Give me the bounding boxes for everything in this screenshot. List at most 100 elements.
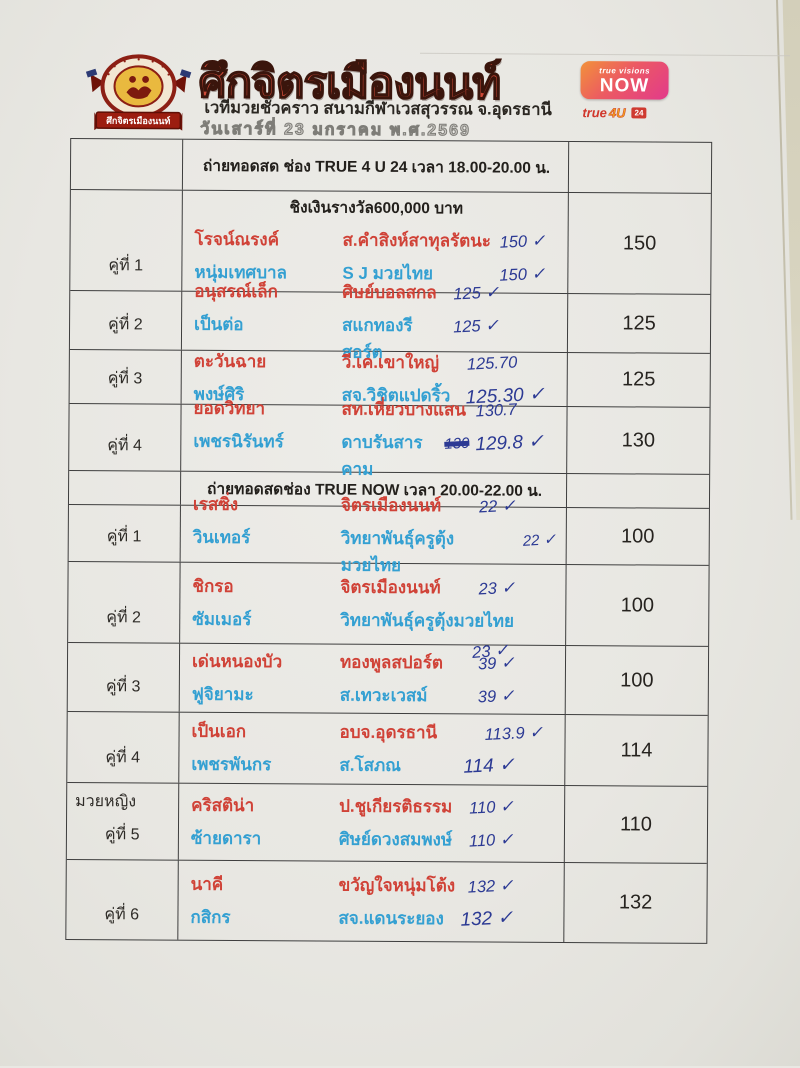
fighter-name: อนุสรณ์เล็ก [194,281,278,301]
pair-label: คู่ที่ 5 [104,826,140,844]
fighter-camp: ศิษย์บอลสกล [342,282,437,302]
handwritten-weight: 110 ✓ [468,830,515,851]
weight-value: 150 [622,231,657,255]
red-corner-line: อนุสรณ์เล็ก ศิษย์บอลสกล 125 ✓ [194,277,557,306]
struck-weight: 130 [444,434,470,453]
fighter-camp: จิตรเมืองนนท์ [340,577,441,598]
blue-corner-line: ซ้ายดารา ศิษย์ดวงสมพงษ์ 110 ✓ [191,825,554,854]
handwritten-weight: 132 ✓ [467,876,515,897]
pair-label: คู่ที่ 1 [106,528,142,546]
fighter-name: กสิกร [190,907,231,927]
fight-card-table: ถ่ายทอดสด ช่อง TRUE 4 U 24 เวลา 18.00-20… [65,137,713,944]
fighter-camp: สท.เหี่ยวบางแสน [341,399,467,419]
pair-label: คู่ที่ 1 [108,257,144,275]
fighter-camp: ป.ชูเกียรติธรรม [339,796,453,817]
handwritten-weight: 110 ✓ [469,797,515,818]
red-corner-line: ยอดวิทยา สท.เหี่ยวบางแสน 130.7 [193,394,556,423]
blue-corner-line: เพชรพันกร ส.โสภณ 114 ✓ [191,751,554,780]
weight-value: 100 [621,524,655,548]
fighter-camp: อบจ.อุดรธานี [339,722,438,743]
handwritten-weight: 23 ✓ [478,578,516,599]
prize-text: ชิงเงินรางวัล600,000 บาท [289,198,464,217]
fighter-name: ชิกรอ [192,576,234,596]
broadcast1-text: ถ่ายทอดสด ช่อง TRUE 4 U 24 เวลา 18.00-20… [202,157,551,177]
fight-row-10: คู่ที่ 6 นาคี ขวัญใจหนุ่มโต้ง 132 ✓ กสิก… [66,859,706,943]
fighter-camp: ศิษย์ดวงสมพงษ์ [338,829,453,850]
handwritten-weight: 22 ✓ [521,530,557,550]
handwritten-weight: 132 ✓ [460,906,514,931]
handwritten-weight: 22 ✓ [478,496,517,516]
truevisions-label: true visions [599,66,651,76]
fighter-camp: ส.เทวะเวสม์ [339,685,428,706]
fight-row-4: คู่ที่ 4 ยอดวิทยา สท.เหี่ยวบางแสน 130.7 … [69,398,710,478]
red-corner-line: นาคี ขวัญใจหนุ่มโต้ง 132 ✓ [191,870,554,899]
fighter-camp: ขวัญใจหนุ่มโต้ง [338,875,456,895]
weight-value: 100 [620,593,655,617]
handwritten-weight: 23 ✓ [471,641,510,663]
fighter-name: เรสซิ่ง [192,494,239,514]
truevisions-now-logo: true visions NOW [580,61,669,100]
pair-label: คู่ที่ 4 [105,749,141,767]
fighter-camp: ทองพูลสปอร์ต [339,652,443,673]
true4u-true-label: true [582,105,607,121]
blue-corner-line: ฟูจิยามะ ส.เทวะเวสม์ 39 ✓ [192,681,555,710]
true4u-4u-label: 4U [608,105,626,121]
channel-badge-icon: 24 [631,107,647,119]
fighter-name: วินเทอร์ [192,527,251,547]
weight-value: 125 [621,368,656,391]
weight-value: 125 [622,311,656,335]
fighter-name: เป็นต่อ [194,314,244,334]
red-corner-line: ชิกรอ จิตรเมืองนนท์ 23 ✓ [192,573,555,602]
weight-value: 110 [620,812,653,836]
fight-row-8: คู่ที่ 4 เป็นเอก อบจ.อุดรธานี 113.9 ✓ เพ… [67,711,708,787]
fighter-name: เพชรนิรันทร์ [193,431,284,451]
emblem-banner-label: ศึกจิตรเมืองนนท์ [106,115,171,126]
blue-corner-line: ซัมเมอร์ วิทยาพันธุ์ครูตุ้งมวยไทย [192,606,555,635]
handwritten-weight: 113.9 ✓ [483,723,543,745]
pair-label: คู่ที่ 6 [104,906,140,924]
fighter-camp: สจ.แดนระยอง [338,908,444,928]
fighter-name: ซ้ายดารา [190,828,262,849]
fighter-name: ยอดวิทยา [193,398,266,418]
fighter-name: โรจน์ณรงค์ [194,229,280,249]
fighter-name: นาคี [190,874,224,894]
pair-label: คู่ที่ 2 [108,316,143,334]
fight-row-5: คู่ที่ 1 เรสซิ่ง จิตรเมืองนนท์ 22 ✓ วินเ… [68,494,709,575]
weight-value: 130 [621,428,656,452]
broadcast-row-1: ถ่ายทอดสด ช่อง TRUE 4 U 24 เวลา 18.00-20… [70,138,712,194]
fighter-name: เพชรพันกร [191,754,272,775]
fighter-name: คริสติน่า [191,795,255,816]
fighter-camp: จิตรเมืองนนท์ [340,495,442,515]
fight-row-6: คู่ที่ 2 ชิกรอ จิตรเมืองนนท์ 23 ✓ ซัมเมอ… [68,561,709,662]
gym-emblem-icon: ศึกจิตรเมืองนนท์ [85,54,192,131]
true4u-logo: true 4U 24 [582,105,682,122]
fighter-camp: ส.โสภณ [339,755,402,776]
red-corner-line: คริสติน่า ป.ชูเกียรติธรรม 110 ✓ [191,792,554,821]
weight-value: 114 [620,738,653,762]
category-label: มวยหญิง [75,793,137,811]
fighter-camp: วี.เค.เขาใหญ่ [341,352,440,372]
pair-label: คู่ที่ 3 [105,678,141,696]
handwritten-weight: 125 ✓ [452,282,500,304]
handwritten-weight: 150 ✓ [499,231,546,252]
fighter-camp: ส.คำสิงห์สาทุลรัตนะ [342,230,492,251]
fighter-name: ซัมเมอร์ [192,609,252,630]
now-label: NOW [599,75,650,97]
fighter-name: ฟูจิยามะ [191,684,254,705]
red-corner-line: ตะวันฉาย วี.เค.เขาใหญ่ 125.70 [194,347,557,376]
handwritten-weight: 130.7 [474,400,517,421]
pair-label: คู่ที่ 3 [107,370,143,388]
weight-value: 132 [618,891,653,914]
handwritten-weight: 125 ✓ [452,315,500,337]
handwritten-weight: 39 ✓ [477,686,516,707]
red-corner-line: โรจน์ณรงค์ ส.คำสิงห์สาทุลรัตนะ 150 ✓ [195,225,558,254]
handwritten-weight: 114 ✓ [462,754,515,778]
handwritten-weight: 125.70 [465,352,518,374]
fighter-name: ตะวันฉาย [193,351,267,371]
fighter-camp: วิทยาพันธุ์ครูตุ้งมวยไทย [340,610,515,631]
red-corner-line: เรสซิ่ง จิตรเมืองนนท์ 22 ✓ [193,490,556,519]
fight-row-2: คู่ที่ 2 อนุสรณ์เล็ก ศิษย์บอลสกล 125 ✓ เ… [69,281,711,361]
fighter-name: เด่นหนองบัว [191,651,283,672]
